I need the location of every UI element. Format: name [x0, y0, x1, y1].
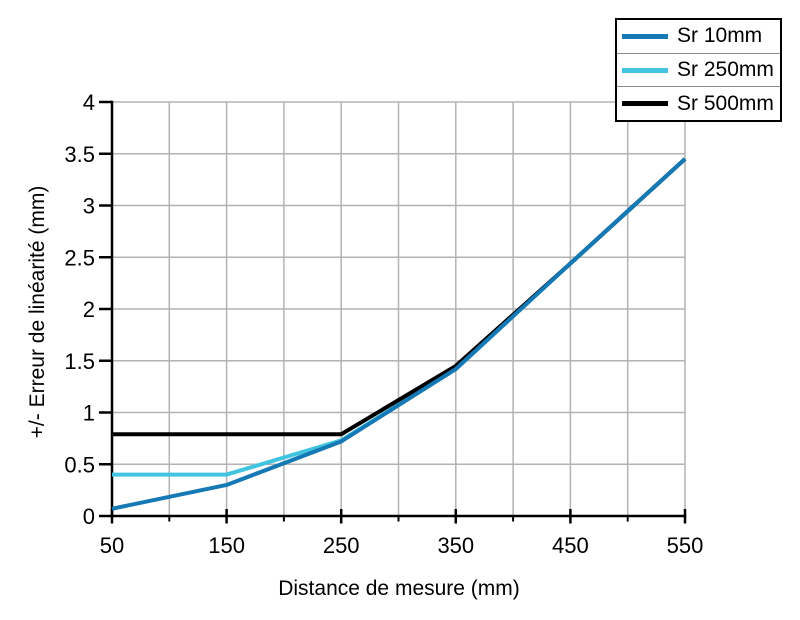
x-tick-label: 450: [552, 533, 589, 558]
x-tick-label: 350: [437, 533, 474, 558]
series-line-sr-10mm: [111, 157, 687, 511]
legend-item-label: Sr 10mm: [677, 24, 763, 48]
y-tick-label: 0.5: [64, 452, 95, 477]
y-tick-label: 3: [83, 194, 95, 219]
legend-item-label: Sr 250mm: [677, 58, 774, 81]
y-tick-label: 2.5: [64, 245, 95, 270]
y-axis-label: +/- Erreur de linéarité (mm): [26, 185, 49, 439]
x-tick-label: 250: [323, 533, 360, 558]
y-tick-label: 1.5: [64, 349, 95, 374]
y-tick-label: 3.5: [64, 142, 95, 167]
legend-item-sr-500mm: Sr 500mm: [617, 86, 780, 120]
y-tick-label: 0: [83, 504, 95, 529]
x-tick-label: 550: [667, 533, 704, 558]
y-tick-label: 1: [83, 401, 95, 426]
legend: Sr 10mm Sr 250mm Sr 500mm: [615, 18, 782, 122]
y-tick-label: 4: [83, 90, 95, 115]
legend-item-sr-10mm: Sr 10mm: [617, 20, 780, 53]
legend-line-swatch-sr-10mm: [622, 33, 668, 39]
x-tick-label: 150: [208, 533, 245, 558]
x-tick-label: 50: [100, 533, 124, 558]
legend-item-label: Sr 500mm: [677, 91, 774, 115]
y-tick-label: 2: [83, 297, 95, 322]
legend-item-sr-250mm: Sr 250mm: [617, 52, 780, 87]
legend-line-swatch-sr-250mm: [622, 67, 668, 73]
x-axis-label: Distance de mesure (mm): [278, 577, 520, 600]
legend-line-swatch-sr-500mm: [622, 101, 668, 107]
